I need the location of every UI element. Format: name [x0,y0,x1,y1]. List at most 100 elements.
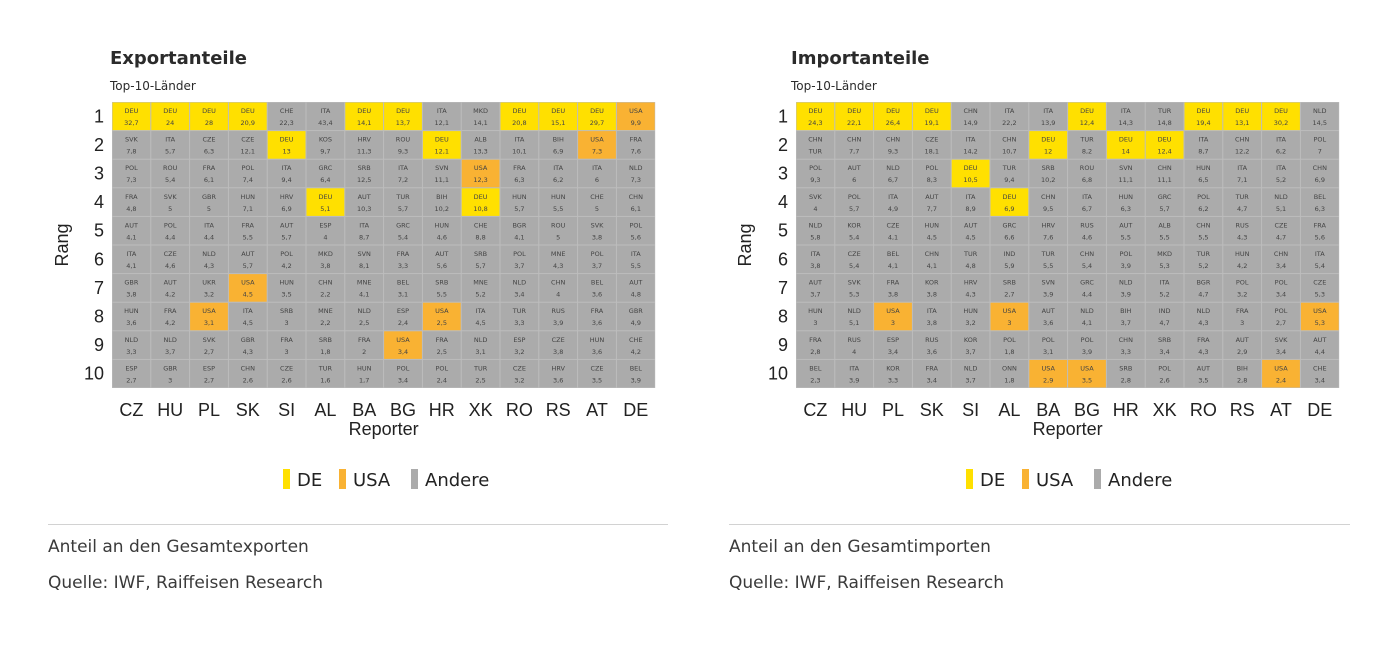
heatmap-cell-country: NLD [847,307,861,315]
x-tick-label: CZ [803,400,827,420]
heatmap-cell-value: 4,1 [927,262,937,270]
heatmap-cell: AUT 3,5 [1184,359,1223,388]
heatmap-cell-fill [1262,331,1300,359]
heatmap-cell-value: 6,6 [1004,233,1014,241]
heatmap-cell-fill [1106,188,1145,216]
heatmap-cell: ITA 3,8 [796,245,835,274]
heatmap-cell-value: 22,2 [1002,119,1016,127]
heatmap-cell: ROU 5,4 [151,159,190,188]
heatmap-cell: FRA 3,6 [578,302,616,331]
heatmap-cell-country: FRA [630,136,643,144]
heatmap-cell-value: 3,5 [1198,376,1208,384]
heatmap-cell-fill [306,274,345,302]
heatmap-cell: DEU 6,9 [990,188,1029,216]
heatmap-cell: ESP 3,4 [874,331,912,359]
heatmap-cell: AUT 2,9 [1223,331,1262,359]
heatmap-cell-fill [500,331,539,359]
heatmap-cell-fill [835,188,874,216]
heatmap-cell: FRA 3,8 [874,274,912,302]
heatmap-cell-country: BIH [436,193,447,201]
heatmap-cell: CHN 7,7 [835,131,874,159]
heatmap-cell: USA 7,3 [578,131,616,159]
heatmap-cell-fill [500,302,539,331]
heatmap-cell-value: 7,2 [398,176,408,184]
heatmap-cell: ITA 5,7 [151,131,190,159]
heatmap-cell-country: HUN [808,307,823,315]
heatmap-cell: ALB 5,5 [1145,216,1184,245]
heatmap-cell-fill [990,159,1029,188]
heatmap-cell: FRA 7,6 [616,131,655,159]
heatmap-cell-value: 5,2 [1198,262,1208,270]
heatmap-cell: SVK 5,3 [835,274,874,302]
heatmap-cell: FRA 6,3 [500,159,539,188]
heatmap-cell-country: NLD [809,221,823,229]
heatmap-cell-country: CZE [241,136,254,144]
heatmap-cell-value: 2,3 [810,376,820,384]
heatmap-cell-value: 2,2 [320,291,330,299]
heatmap-cell-country: CZE [552,336,565,344]
heatmap-cell: KOR 3,8 [912,274,951,302]
heatmap-cell-value: 6,9 [553,148,563,156]
heatmap-cell: AUT 6 [835,159,874,188]
heatmap-cell: ITA 12,1 [422,102,461,131]
heatmap-cell-country: AUT [925,193,938,201]
heatmap-cell-country: FRA [358,336,371,344]
heatmap-cell-country: CZE [590,364,603,372]
heatmap-cell-value: 5,5 [1159,233,1169,241]
heatmap-cell-country: RUS [1235,221,1248,229]
heatmap-cell-country: NLD [357,307,371,315]
x-tick-label: HR [429,400,455,420]
heatmap-cell: BEL 3,1 [384,274,422,302]
heatmap-cell-value: 3,9 [1082,348,1092,356]
heatmap-cell-value: 5,5 [1043,262,1053,270]
heatmap-cell-value: 4 [852,348,856,356]
heatmap-cell-country: CHE [280,107,294,115]
heatmap-cell-country: CHN [1313,164,1327,172]
heatmap-cell-fill [539,188,578,216]
heatmap-cell: HUN 1,7 [345,359,384,388]
heatmap-cell-value: 12,4 [1157,148,1171,156]
heatmap-cell-fill [1106,274,1145,302]
heatmap-cell-fill [1184,188,1223,216]
heatmap-cell-value: 4,6 [1082,233,1092,241]
heatmap-cell-value: 4,7 [1276,233,1286,241]
heatmap-cell-country: BIH [1237,364,1248,372]
heatmap-cell: ITA 4,1 [112,245,151,274]
heatmap-cell-fill [228,302,267,331]
heatmap-cell-value: 2,4 [437,376,447,384]
heatmap-cell-fill [228,216,267,245]
heatmap-cell: CZE 5,4 [835,245,874,274]
heatmap-cell-country: TUR [963,250,978,258]
heatmap-cell-value: 6,3 [514,176,524,184]
heatmap-cell-value: 3,4 [1159,348,1169,356]
heatmap-cell-country: DEU [1080,107,1094,115]
heatmap-cell-value: 4,7 [1237,205,1247,213]
heatmap-cell-fill [306,245,345,274]
heatmap-cell-value: 4,7 [1198,291,1208,299]
heatmap-cell-fill [578,102,616,131]
heatmap-cell-country: NLD [629,164,643,172]
heatmap-cell-value: 4,1 [126,262,136,270]
heatmap-cell-fill [1029,331,1068,359]
heatmap-cell: SVN 11,1 [1106,159,1145,188]
heatmap-cell-fill [112,331,151,359]
heatmap-cell: FRA 3 [1223,302,1262,331]
heatmap-cell-value: 6,1 [204,176,214,184]
heatmap-cell-country: CZE [1313,279,1326,287]
heatmap-cell-fill [951,159,990,188]
heatmap-cell: USA 3,1 [190,302,228,331]
heatmap-cell-fill [422,188,461,216]
heatmap-cell-fill [1300,274,1339,302]
heatmap-cell-value: 3,5 [1082,376,1092,384]
y-tick-label: 10 [84,364,104,384]
x-tick-label: AT [1270,400,1292,420]
heatmap-cell: BIH 6,9 [539,131,578,159]
heatmap-cell-country: ITA [966,193,976,201]
heatmap-cell-fill [874,131,912,159]
heatmap-cell: NLD 4,1 [1068,302,1106,331]
heatmap-cell-country: ITA [553,164,563,172]
heatmap-cell-country: ITA [1082,193,1092,201]
heatmap-cell-value: 3,6 [592,291,602,299]
heatmap-cell-value: 5,2 [1159,291,1169,299]
heatmap-cell-value: 12 [1044,148,1052,156]
